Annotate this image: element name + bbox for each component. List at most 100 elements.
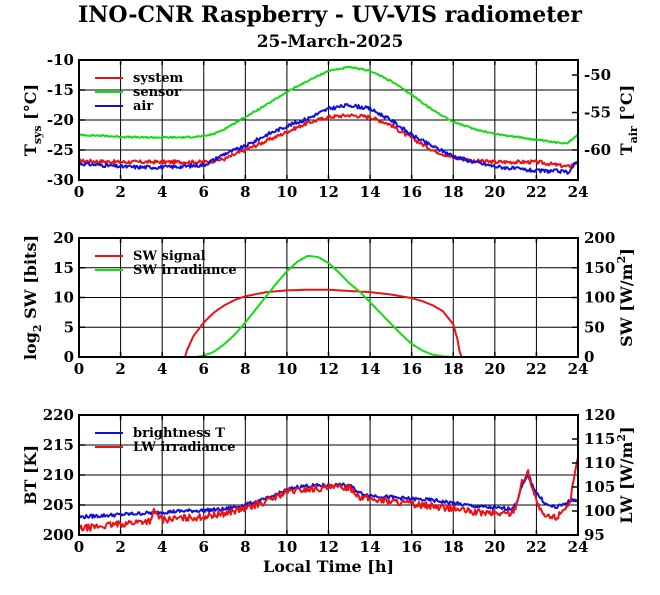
x-tick-label: 4 xyxy=(157,538,167,556)
x-tick-label: 2 xyxy=(115,360,125,378)
x-tick-label: 0 xyxy=(74,538,84,556)
y-axis-label-left-unit: [°C] xyxy=(21,84,40,125)
x-tick-label: 0 xyxy=(74,360,84,378)
series-line-sw-signal xyxy=(79,288,578,357)
y-axis-label-right-unit: ] xyxy=(617,426,636,434)
y-tick-label-left: -10 xyxy=(47,51,74,69)
x-tick-label: 22 xyxy=(526,360,547,378)
x-tick-label: 22 xyxy=(526,538,547,556)
y-axis-label-left-sub: sys xyxy=(31,125,44,144)
x-tick-label: 14 xyxy=(360,183,381,201)
x-tick-label: 24 xyxy=(568,183,589,201)
y-tick-label-right: 115 xyxy=(584,430,615,448)
x-tick-label: 0 xyxy=(74,183,84,201)
y-tick-label-left: 10 xyxy=(53,289,74,307)
legend-label: sensor xyxy=(133,85,181,100)
series-line-lw-irradiance xyxy=(79,456,578,532)
y-tick-label-right: 120 xyxy=(584,406,615,424)
y-axis-label-left: Tsys [°C] xyxy=(21,84,44,156)
x-tick-label: 16 xyxy=(401,360,422,378)
y-axis-label-right-sup: 2 xyxy=(615,434,628,442)
x-tick-label: 10 xyxy=(276,538,297,556)
y-tick-label-right: 50 xyxy=(584,318,605,336)
y-tick-label-left: 5 xyxy=(64,318,74,336)
x-tick-label: 18 xyxy=(443,183,464,201)
y-tick-label-right: 100 xyxy=(584,502,615,520)
x-tick-label: 24 xyxy=(568,360,589,378)
y-tick-label-right: 150 xyxy=(584,259,615,277)
legend-label: SW irradiance xyxy=(133,263,237,278)
chart-panel-3: 0 2 4 6 8 10 12 14 16 18 20 22 242002052102152209510… xyxy=(21,406,636,576)
y-axis-label-right-unit: [°C] xyxy=(617,85,636,126)
x-axis-label: Local Time [h] xyxy=(263,557,394,576)
series-line-sensor xyxy=(79,65,578,145)
y-axis-label-right: LW [W/m2] xyxy=(615,426,636,523)
y-axis-label-right-main: T xyxy=(617,143,636,155)
y-tick-label-left: 205 xyxy=(43,496,74,514)
series-line-air xyxy=(79,103,578,175)
series-line-sw-irradiance xyxy=(79,254,578,357)
x-tick-label: 2 xyxy=(115,538,125,556)
y-axis-label-left: log2 SW [bits] xyxy=(21,235,44,360)
x-tick-label: 12 xyxy=(318,538,339,556)
y-tick-label-left: 15 xyxy=(53,259,74,277)
y-tick-label-left: -25 xyxy=(47,141,74,159)
x-tick-label: 16 xyxy=(401,538,422,556)
series-group xyxy=(79,456,578,532)
x-tick-label: 16 xyxy=(401,183,422,201)
x-tick-label: 10 xyxy=(276,360,297,378)
y-tick-label-left: 210 xyxy=(43,466,74,484)
y-axis-label-right-sup: 2 xyxy=(615,256,628,264)
y-tick-label-right: -60 xyxy=(584,141,611,159)
y-tick-label-left: 200 xyxy=(43,526,74,544)
y-axis-label-left-main: T xyxy=(21,144,40,156)
x-tick-label: 14 xyxy=(360,538,381,556)
x-tick-label: 12 xyxy=(318,183,339,201)
x-tick-label: 20 xyxy=(484,360,505,378)
y-tick-label-left: 20 xyxy=(53,229,74,247)
x-tick-label: 8 xyxy=(240,360,250,378)
y-tick-label-left: 220 xyxy=(43,406,74,424)
chart-panel-1: 0 2 4 6 8 10 12 14 16 18 20 22 24-30-25-20-15-10-60-… xyxy=(21,51,640,201)
x-tick-label: 18 xyxy=(443,360,464,378)
y-tick-label-left: -15 xyxy=(47,81,74,99)
y-axis-label-left-sub: 2 xyxy=(31,324,44,332)
legend-label: air xyxy=(133,99,153,114)
legend-label: LW irradiance xyxy=(133,440,236,455)
y-axis-label-left-main: BT [K] xyxy=(21,445,40,505)
series-group xyxy=(79,254,578,357)
y-tick-label-left: -20 xyxy=(47,111,74,129)
series-line-brightness-t xyxy=(79,474,578,520)
y-tick-label-left: -30 xyxy=(47,171,74,189)
y-tick-label-right: -50 xyxy=(584,66,611,84)
x-tick-label: 20 xyxy=(484,183,505,201)
y-tick-label-left: 0 xyxy=(64,348,74,366)
y-tick-label-right: -55 xyxy=(584,104,611,122)
y-tick-label-right: 110 xyxy=(584,454,615,472)
chart-title: INO-CNR Raspberry - UV-VIS radiometer xyxy=(77,2,583,28)
series-line-system xyxy=(79,113,578,169)
x-tick-label: 14 xyxy=(360,360,381,378)
y-axis-label-right-main: SW [W/m xyxy=(617,263,636,346)
x-tick-label: 8 xyxy=(240,183,250,201)
legend-label: system xyxy=(133,71,183,86)
y-axis-label-left: BT [K] xyxy=(21,445,40,505)
chart-date: 25-March-2025 xyxy=(256,32,404,52)
x-tick-label: 18 xyxy=(443,538,464,556)
y-tick-label-right: 200 xyxy=(584,229,615,247)
y-axis-label-right-main: LW [W/m xyxy=(617,442,636,524)
y-axis-label-right-unit: ] xyxy=(617,248,636,256)
x-tick-label: 6 xyxy=(199,183,209,201)
y-tick-label-right: 95 xyxy=(584,526,605,544)
legend-label: brightness T xyxy=(133,426,225,441)
x-tick-label: 4 xyxy=(157,183,167,201)
x-tick-label: 22 xyxy=(526,183,547,201)
y-tick-label-left: 215 xyxy=(43,436,74,454)
y-tick-label-right: 100 xyxy=(584,289,615,307)
y-tick-label-right: 105 xyxy=(584,478,615,496)
y-axis-label-right: Tair [°C] xyxy=(617,85,640,155)
y-axis-label-left-unit: SW [bits] xyxy=(21,235,40,324)
x-tick-label: 6 xyxy=(199,360,209,378)
series-group xyxy=(79,65,578,175)
